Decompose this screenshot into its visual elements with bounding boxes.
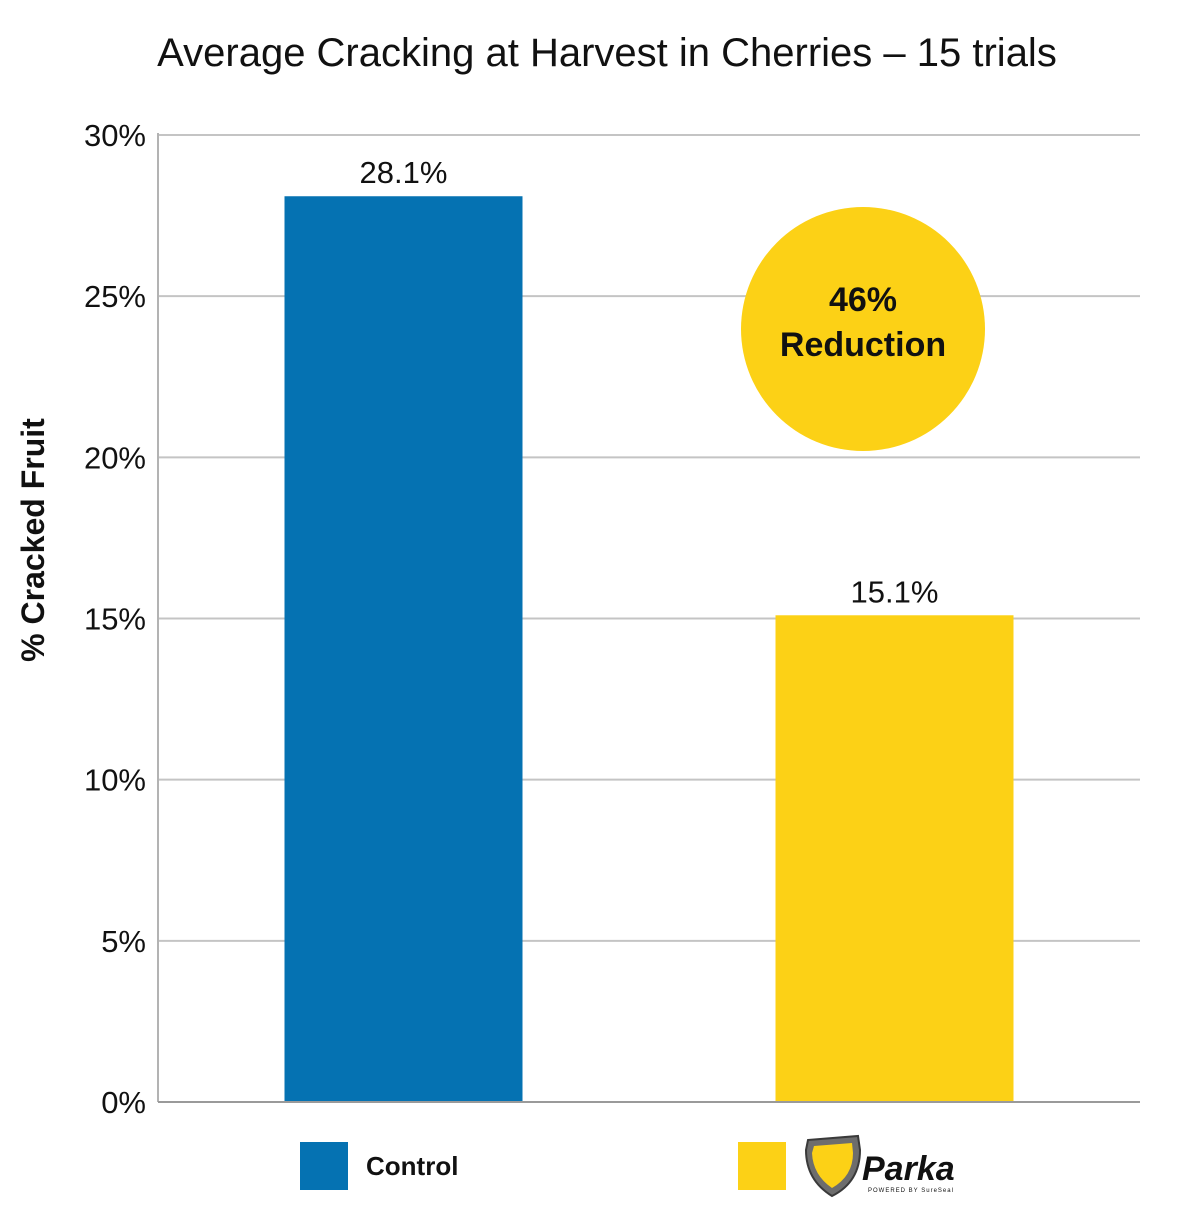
y-tick-label: 30%	[84, 118, 146, 153]
legend: Control Parka POWERED BY SureSeal	[300, 1134, 955, 1198]
y-tick-label: 25%	[84, 279, 146, 314]
reduction-badge-label: Reduction	[780, 326, 946, 364]
bar-parka	[775, 615, 1014, 1102]
y-tick-label: 0%	[101, 1085, 146, 1120]
y-tick-label: 10%	[84, 763, 146, 798]
y-tick-label: 20%	[84, 440, 146, 475]
legend-swatch-control	[300, 1142, 348, 1190]
chart-title: Average Cracking at Harvest in Cherries …	[157, 31, 1057, 75]
parka-logo-subtext: POWERED BY SureSeal	[868, 1188, 954, 1194]
data-label-control: 28.1%	[360, 155, 448, 190]
data-label-parka: 15.1%	[851, 574, 939, 609]
bars	[284, 196, 1014, 1102]
data-labels: 28.1% 15.1%	[360, 155, 939, 609]
y-axis-ticks: 0% 5% 10% 15% 20% 25% 30%	[84, 118, 146, 1120]
parka-shield-logo-icon	[804, 1134, 862, 1198]
reduction-badge-circle	[741, 207, 985, 451]
legend-label-control: Control	[366, 1151, 458, 1181]
y-tick-label: 5%	[101, 924, 146, 959]
bar-control	[284, 196, 523, 1102]
legend-label-parka: Parka	[862, 1150, 955, 1188]
y-tick-label: 15%	[84, 602, 146, 637]
reduction-badge: 46% Reduction	[741, 207, 985, 451]
reduction-badge-value: 46%	[829, 281, 897, 319]
y-axis-label: % Cracked Fruit	[15, 418, 51, 662]
legend-swatch-parka	[738, 1142, 786, 1190]
